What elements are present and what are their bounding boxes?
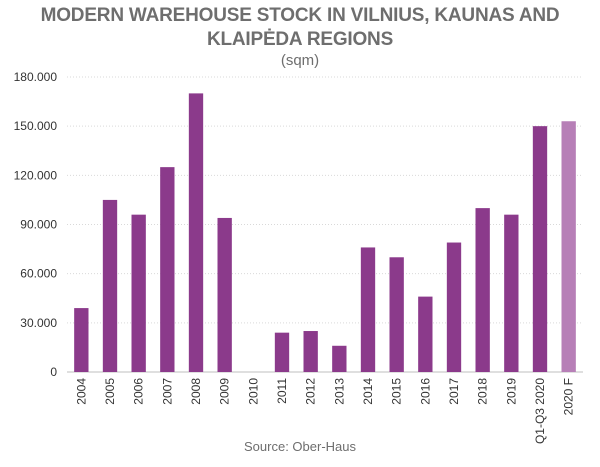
y-axis-ticks: 0 30.000 60.000 90.000 120.000 150.000 180.000 xyxy=(14,70,58,379)
x-tick-label: 2020 F xyxy=(562,378,576,415)
bar-2006 xyxy=(131,214,146,372)
x-tick-label: 2013 xyxy=(332,378,346,405)
bar-2016 xyxy=(418,296,433,372)
bar-2012 xyxy=(303,331,318,372)
bar-2013 xyxy=(332,345,347,372)
bar-2015 xyxy=(389,257,404,372)
bar-q1-q3-2020 xyxy=(532,126,548,373)
bar-2018 xyxy=(475,208,490,372)
chart-title-line-2: KLAIPĖDA REGIONS xyxy=(206,29,394,50)
chart-title-line-1: MODERN WAREHOUSE STOCK IN VILNIUS, KAUNA… xyxy=(40,5,560,26)
x-tick-label: 2014 xyxy=(361,378,375,405)
x-tick-label: 2009 xyxy=(218,378,232,405)
x-tick-label: 2005 xyxy=(103,378,117,405)
y-tick-label: 180.000 xyxy=(14,70,58,84)
bar-2004 xyxy=(74,308,89,372)
y-tick-label: 30.000 xyxy=(20,316,57,330)
y-tick-label: 0 xyxy=(50,365,57,379)
x-tick-label: 2018 xyxy=(476,378,490,405)
x-tick-label: 2006 xyxy=(132,378,146,405)
x-tick-label: 2016 xyxy=(418,378,432,405)
y-tick-label: 90.000 xyxy=(20,218,57,232)
bar-2007 xyxy=(160,167,175,372)
bar-2017 xyxy=(446,242,462,372)
y-tick-label: 60.000 xyxy=(20,267,57,281)
x-tick-label: 2007 xyxy=(160,378,174,405)
x-tick-label: 2015 xyxy=(390,378,404,405)
bar-2008 xyxy=(188,93,204,372)
x-tick-label: 2008 xyxy=(189,378,203,405)
bar-2011 xyxy=(274,332,290,372)
x-tick-label: 2004 xyxy=(74,378,88,405)
x-axis-ticks: 2004 2005 2006 2007 2008 2009 2010 2011 2012 2013… xyxy=(74,378,575,444)
bar-2020-f xyxy=(561,121,576,372)
x-tick-label: Q1-Q3 2020 xyxy=(533,378,547,444)
chart-title: MODERN WAREHOUSE STOCK IN VILNIUS, KAUNA… xyxy=(0,4,600,52)
grid-lines xyxy=(67,76,583,373)
x-tick-label: 2019 xyxy=(504,378,518,405)
x-tick-label: 2012 xyxy=(304,378,318,405)
y-tick-label: 150.000 xyxy=(14,119,58,133)
x-tick-label: 2010 xyxy=(246,378,260,405)
bar-2005 xyxy=(102,199,118,372)
x-tick-label: 2011 xyxy=(275,378,289,404)
bar-2019 xyxy=(504,214,519,372)
y-tick-label: 120.000 xyxy=(14,168,58,182)
x-tick-label: 2017 xyxy=(447,378,461,405)
chart-subtitle: (sqm) xyxy=(280,52,320,69)
chart-source: Source: Ober-Haus xyxy=(244,439,356,454)
bars xyxy=(74,93,576,373)
bar-2009 xyxy=(217,217,232,372)
bar-2014 xyxy=(360,247,376,372)
